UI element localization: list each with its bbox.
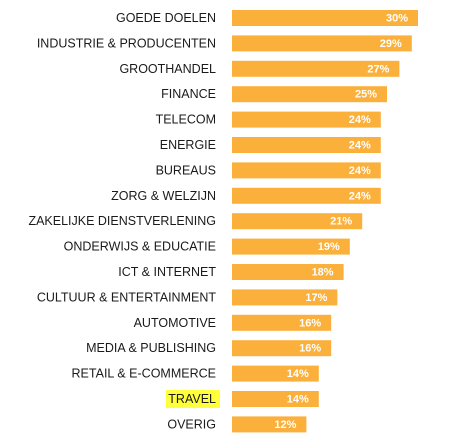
category-label: BUREAUS [156,163,216,177]
bar-value-label: 21% [330,216,352,228]
category-highlight [166,390,220,408]
bar-value-label: 14% [287,394,309,406]
category-label: GOEDE DOELEN [116,11,216,25]
bar [232,314,332,331]
category-label: CULTUUR & ENTERTAINMENT [37,290,217,304]
category-label: TELECOM [156,113,216,127]
bar [232,187,381,204]
bar [232,264,344,280]
bar-value-label: 18% [312,267,334,279]
bar-value-label: 24% [349,140,371,152]
bar-value-label: 24% [349,190,371,202]
bar-value-label: 14% [287,368,309,380]
category-label: AUTOMOTIVE [134,316,216,330]
category-label: ZAKELIJKE DIENSTVERLENING [28,214,216,228]
bar-value-label: 24% [349,114,371,126]
bar-value-label: 30% [386,13,408,25]
bar-value-label: 16% [299,343,321,355]
category-label: GROOTHANDEL [119,62,216,76]
bar-value-label: 12% [274,419,296,431]
bar [232,162,381,179]
bar [232,238,350,255]
category-label: ONDERWIJS & EDUCATIE [64,240,216,254]
bar [232,111,381,128]
bar [232,391,319,407]
category-label: ICT & INTERNET [118,265,216,279]
bar-value-label: 24% [349,165,371,177]
category-label: RETAIL & E-COMMERCE [72,367,216,381]
category-label: MEDIA & PUBLISHING [86,341,216,355]
bar [232,60,400,77]
category-label: FINANCE [161,87,216,101]
bar [232,365,319,382]
bar-value-label: 27% [367,63,389,75]
bar [232,35,412,52]
bar-value-label: 16% [299,317,321,329]
bar-value-label: 29% [380,38,402,50]
bar-value-label: 17% [305,292,327,304]
bar [232,10,418,26]
bar-value-label: 19% [318,241,340,253]
category-label: OVERIG [167,417,216,431]
bar-value-label: 25% [355,89,377,101]
bar [232,416,307,433]
bar [232,213,363,230]
category-label: ENERGIE [160,138,216,152]
bar [232,340,332,357]
bar [232,137,381,153]
category-label: TRAVEL [168,392,216,406]
bar [232,289,338,306]
bar [232,86,387,103]
category-label: INDUSTRIE & PRODUCENTEN [37,36,216,50]
category-label: ZORG & WELZIJN [111,189,216,203]
